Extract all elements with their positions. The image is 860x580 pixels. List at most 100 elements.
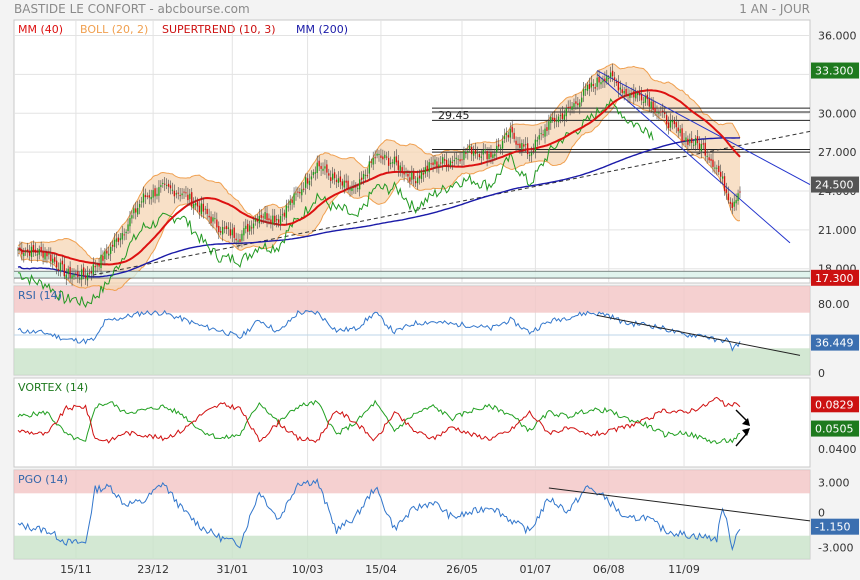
candle-body xyxy=(550,116,552,123)
candle-body xyxy=(25,251,27,253)
candle-body xyxy=(660,111,662,113)
candle-body xyxy=(98,263,100,267)
candle-body xyxy=(343,180,345,188)
candle-body xyxy=(177,192,179,194)
candle-body xyxy=(540,133,542,135)
candle-body xyxy=(270,219,272,223)
x-tick-label: 15/04 xyxy=(365,563,397,576)
candle-body xyxy=(366,175,369,177)
candle-body xyxy=(426,165,428,171)
candle-body xyxy=(671,120,674,123)
candle-body xyxy=(413,171,415,180)
pgo-y-tick: 0 xyxy=(818,506,825,519)
pgo-upper-zone xyxy=(14,470,810,494)
candle-body xyxy=(648,98,650,107)
candle-body xyxy=(100,254,102,268)
candle-body xyxy=(183,191,185,193)
chart-header: BASTIDE LE CONFORT - abcbourse.com 1 AN … xyxy=(0,0,860,20)
y-tick-label: 27.000 xyxy=(818,146,857,159)
candle-body xyxy=(465,152,467,154)
candle-body xyxy=(364,174,367,176)
legend-mm200: MM (200) xyxy=(296,23,348,36)
candle-body xyxy=(229,229,232,236)
candle-body xyxy=(443,159,446,161)
candle-body xyxy=(314,172,316,174)
candle-body xyxy=(498,144,500,147)
candle-body xyxy=(250,227,253,229)
candle-body xyxy=(245,225,247,229)
candle-body xyxy=(422,173,425,175)
candle-body xyxy=(606,76,608,82)
x-tick-label: 15/11 xyxy=(60,563,92,576)
candle-body xyxy=(505,132,508,136)
candle-body xyxy=(320,166,322,169)
candle-body xyxy=(165,184,168,186)
pgo-trendline xyxy=(548,487,811,522)
candle-body xyxy=(293,193,295,205)
rsi-last-label: 36.449 xyxy=(815,337,854,350)
candle-body xyxy=(596,77,598,87)
pgo-last-label: -1.150 xyxy=(815,521,850,534)
candle-body xyxy=(104,251,106,260)
candle-body xyxy=(393,156,396,165)
candle-body xyxy=(432,162,434,166)
candle-body xyxy=(391,162,394,164)
candle-body xyxy=(384,154,386,159)
candle-body xyxy=(202,203,205,212)
candle-body xyxy=(602,80,604,83)
candle-body xyxy=(665,115,668,125)
moving-averages xyxy=(17,89,741,309)
candle-body xyxy=(553,117,556,122)
candle-body xyxy=(538,135,540,140)
candle-body xyxy=(723,176,726,192)
candle-body xyxy=(125,231,127,234)
candle-body xyxy=(86,272,89,281)
candle-body xyxy=(739,191,741,193)
candle-body xyxy=(109,246,112,254)
candle-body xyxy=(644,96,647,103)
candle-body xyxy=(729,201,732,204)
legend-mm40: MM (40) xyxy=(18,23,63,36)
candle-body xyxy=(227,227,230,229)
candle-body xyxy=(492,154,494,159)
candle-body xyxy=(69,266,71,278)
candle-body xyxy=(411,172,413,180)
indicator-zones xyxy=(14,286,810,559)
y-tick-label: 21.000 xyxy=(818,224,857,237)
chart-title: BASTIDE LE CONFORT - abcbourse.com xyxy=(14,2,250,16)
candle-body xyxy=(594,87,596,89)
candle-body xyxy=(555,120,558,122)
candle-body xyxy=(351,187,353,192)
candle-body xyxy=(171,189,174,191)
candle-body xyxy=(108,253,110,256)
candle-body xyxy=(289,200,291,205)
candle-body xyxy=(21,249,23,255)
candle-body xyxy=(638,91,641,96)
candle-body xyxy=(436,161,438,167)
candle-body xyxy=(482,150,484,155)
candle-body xyxy=(563,114,566,120)
candle-body xyxy=(264,212,266,219)
candle-body xyxy=(467,151,469,153)
candle-body xyxy=(138,204,141,208)
candle-body xyxy=(181,193,183,196)
candle-body xyxy=(233,227,235,238)
candle-body xyxy=(164,183,166,185)
candle-body xyxy=(77,271,79,278)
rsi-line xyxy=(17,309,741,352)
candle-body xyxy=(133,208,135,214)
candle-body xyxy=(82,267,85,276)
candle-body xyxy=(571,106,573,110)
candle-body xyxy=(700,143,703,152)
pgo-line xyxy=(17,477,741,552)
candle-body xyxy=(403,171,405,175)
candle-body xyxy=(472,151,475,156)
candle-body xyxy=(588,84,591,89)
candle-body xyxy=(617,81,620,91)
candle-body xyxy=(167,183,170,187)
candle-body xyxy=(600,82,602,85)
candle-body xyxy=(646,94,649,100)
candle-body xyxy=(727,193,730,201)
candle-body xyxy=(34,249,37,253)
